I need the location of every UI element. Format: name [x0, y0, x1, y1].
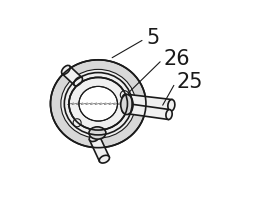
Polygon shape: [125, 94, 172, 111]
Ellipse shape: [64, 73, 132, 135]
Text: 26: 26: [164, 49, 190, 69]
Ellipse shape: [168, 100, 175, 111]
Polygon shape: [62, 66, 82, 85]
Ellipse shape: [120, 91, 129, 99]
Text: 25: 25: [177, 72, 203, 92]
Ellipse shape: [79, 86, 117, 121]
Ellipse shape: [89, 134, 100, 142]
Text: 5: 5: [146, 28, 159, 48]
Polygon shape: [89, 135, 109, 161]
Ellipse shape: [89, 127, 106, 139]
Ellipse shape: [62, 65, 70, 74]
Ellipse shape: [69, 77, 127, 130]
Polygon shape: [125, 103, 170, 119]
Ellipse shape: [122, 103, 128, 113]
Ellipse shape: [122, 94, 129, 106]
Ellipse shape: [50, 60, 146, 148]
Ellipse shape: [166, 110, 172, 119]
Ellipse shape: [73, 119, 81, 127]
Ellipse shape: [74, 77, 82, 86]
Ellipse shape: [99, 155, 109, 163]
Ellipse shape: [61, 69, 136, 138]
Ellipse shape: [121, 94, 133, 114]
